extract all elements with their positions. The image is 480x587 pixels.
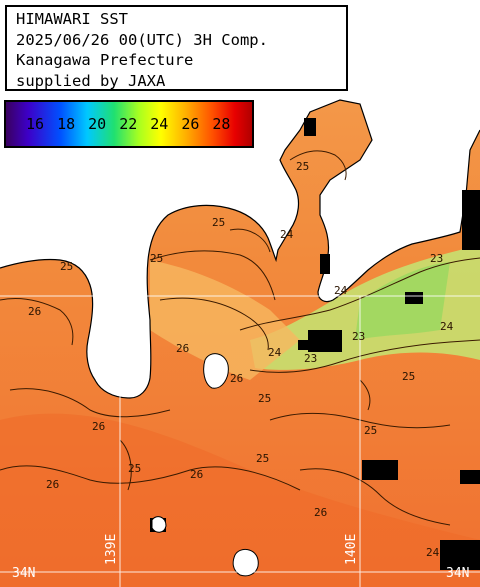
contour-label: 25 [364, 424, 377, 437]
scale-tick-label: 22 [119, 115, 138, 133]
contour-label: 24 [280, 228, 294, 241]
cloud-mask [298, 340, 312, 350]
cloud-mask [405, 292, 423, 304]
scale-tick-label: 20 [88, 115, 107, 133]
contour-label: 24 [268, 346, 282, 359]
graticule [0, 295, 480, 587]
scale-tick-label: 16 [26, 115, 45, 133]
contour-label: 24 [426, 546, 440, 559]
cloud-mask [320, 254, 330, 274]
contour-label: 23 [304, 352, 317, 365]
cloud-mask [304, 118, 316, 136]
cloud-mask [460, 470, 480, 484]
title-region: Kanagawa Prefecture [16, 51, 194, 69]
longitude-label-right: 140E [344, 533, 359, 565]
latitude-label-right: 34N [446, 566, 470, 581]
contour-label: 26 [28, 305, 41, 318]
scale-tick-label: 18 [57, 115, 76, 133]
contour-label: 24 [440, 320, 454, 333]
cloud-mask [308, 330, 342, 352]
sea-cooler-patch [355, 262, 450, 340]
contour-label-group: 25 26 25 25 26 26 25 26 25 25 26 23 24 2… [28, 160, 454, 559]
island [151, 516, 167, 533]
contour-label: 26 [92, 420, 105, 433]
cloud-mask [440, 540, 480, 570]
scale-tick-label: 28 [212, 115, 231, 133]
cloud-mask [362, 460, 398, 480]
contour-label: 25 [258, 392, 271, 405]
contour-label: 23 [352, 330, 365, 343]
sst-color-scale: 16 18 20 22 24 26 28 [4, 100, 254, 148]
island [232, 548, 259, 577]
contour-label: 25 [128, 462, 141, 475]
contour-label: 25 [296, 160, 309, 173]
contour-label: 26 [176, 342, 189, 355]
contour-label: 25 [60, 260, 73, 273]
island [203, 353, 229, 389]
map-title-box: HIMAWARI SST 2025/06/26 00(UTC) 3H Comp.… [5, 5, 348, 91]
title-credit: supplied by JAXA [16, 71, 166, 90]
contour-label: 26 [46, 478, 59, 491]
title-datetime: 2025/06/26 00(UTC) 3H Comp. [16, 30, 268, 49]
contour-label: 23 [430, 252, 443, 265]
longitude-label-left: 139E [104, 533, 119, 565]
contour-label: 24 [334, 284, 348, 297]
cloud-mask [462, 190, 480, 250]
scale-tick-label: 24 [150, 115, 169, 133]
contour-label: 26 [314, 506, 327, 519]
coastline [0, 99, 480, 399]
contour-label: 25 [256, 452, 269, 465]
contour-label: 26 [230, 372, 243, 385]
contour-label: 25 [212, 216, 225, 229]
sea-mid-zone [150, 260, 300, 380]
contour-label: 26 [190, 468, 203, 481]
title-product: HIMAWARI SST [16, 10, 128, 28]
scale-tick-label: 26 [181, 115, 200, 133]
contour-label: 25 [150, 252, 163, 265]
latitude-label-left: 34N [12, 566, 36, 581]
contour-label: 25 [402, 370, 415, 383]
